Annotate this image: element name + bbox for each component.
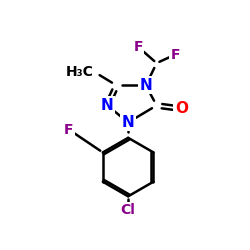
Text: F: F: [64, 123, 74, 137]
Text: F: F: [134, 40, 143, 54]
Text: Cl: Cl: [121, 203, 136, 217]
Text: N: N: [122, 115, 134, 130]
Text: N: N: [101, 98, 114, 113]
Text: O: O: [175, 101, 188, 116]
Text: N: N: [140, 78, 152, 93]
Text: F: F: [170, 48, 180, 62]
Text: H₃C: H₃C: [66, 65, 94, 79]
